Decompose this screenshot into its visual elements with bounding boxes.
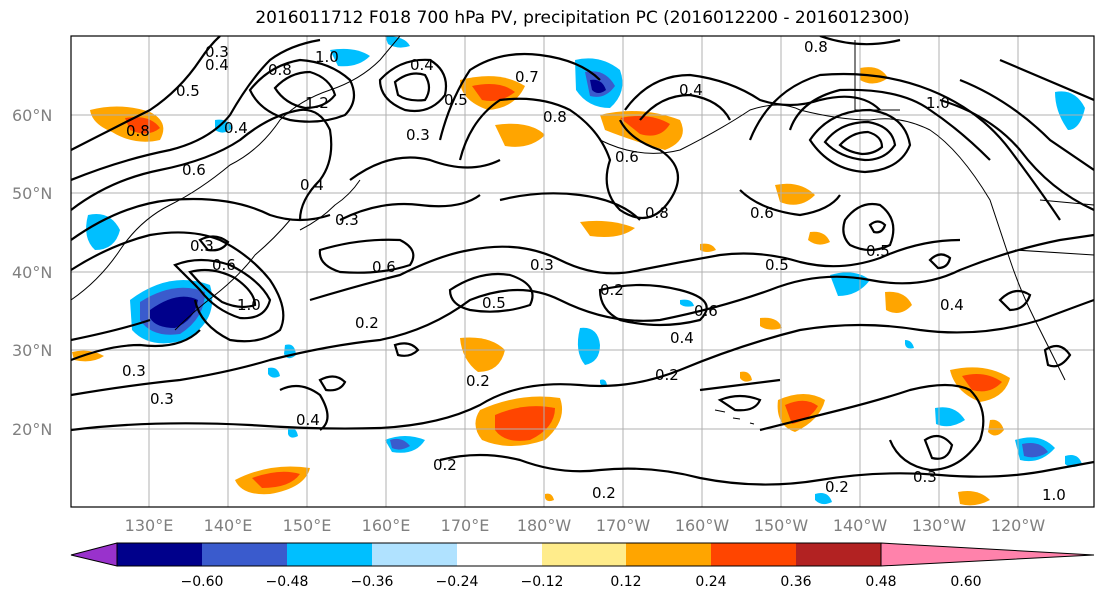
colorbar-segment [542, 543, 626, 566]
colorbar-tick-label: −0.12 [521, 574, 564, 590]
lon-tick-label: 150°W [754, 516, 809, 535]
contour-label: 0.3 [406, 126, 430, 144]
contour-label: 0.4 [224, 119, 248, 137]
contour-label: 0.6 [372, 258, 396, 276]
contour-label: 0.2 [825, 478, 849, 496]
contour-label: 0.4 [300, 176, 324, 194]
colorbar-segment [626, 543, 711, 566]
contour-label: 0.3 [122, 362, 146, 380]
pv-contours [71, 36, 1094, 486]
colorbar-segment [796, 543, 881, 566]
colorbar-outline [116, 542, 882, 567]
contour-label: 0.2 [355, 314, 379, 332]
colorbar-segment [202, 543, 287, 566]
contour-label: 0.6 [212, 256, 236, 274]
colorbar-tick-label: 0.48 [865, 574, 896, 590]
contour-label: 0.3 [190, 237, 214, 255]
contour-label: 0.6 [182, 161, 206, 179]
lat-tick-labels: 60°N 50°N 40°N 30°N 20°N [12, 106, 52, 439]
contour-label-group: 0.3 0.4 0.5 0.8 1.0 0.4 1.2 0.4 0.3 0.5 … [122, 38, 1066, 504]
contour-label: 0.4 [296, 411, 320, 429]
lon-tick-label: 180°W [517, 516, 572, 535]
colorbar-extend-min [70, 542, 118, 567]
contour-label: 0.6 [694, 302, 718, 320]
contour-label: 0.2 [433, 456, 457, 474]
lat-tick-label: 40°N [12, 263, 52, 282]
contour-label: 0.4 [670, 329, 694, 347]
contour-label: 1.2 [305, 94, 329, 112]
contour-label: 0.5 [866, 242, 890, 260]
colorbar-extend-max [880, 542, 1095, 567]
colorbar-tick-label: −0.60 [181, 574, 224, 590]
lon-tick-label: 130°E [125, 516, 174, 535]
lat-tick-label: 50°N [12, 184, 52, 203]
lon-tick-label: 150°E [283, 516, 332, 535]
contour-label: 0.8 [804, 38, 828, 56]
colorbar-tick-label: 0.12 [610, 574, 641, 590]
map-frame [70, 35, 1095, 508]
contour-label: 0.4 [679, 81, 703, 99]
colorbar-tick-label: −0.24 [436, 574, 479, 590]
lat-tick-label: 30°N [12, 341, 52, 360]
lon-tick-label: 140°E [204, 516, 253, 535]
colorbar-tick-label: −0.36 [351, 574, 394, 590]
contour-label: 0.3 [530, 256, 554, 274]
colorbar-segment [287, 543, 372, 566]
contour-label: 0.6 [750, 204, 774, 222]
contour-label: 0.3 [205, 43, 229, 61]
lon-tick-label: 130°W [912, 516, 967, 535]
colorbar-tick-label: −0.48 [266, 574, 309, 590]
contour-label: 1.0 [926, 94, 950, 112]
contour-label: 0.7 [515, 68, 539, 86]
contour-label: 0.5 [482, 294, 506, 312]
contour-label: 1.0 [237, 296, 261, 314]
contour-label: 0.4 [410, 56, 434, 74]
colorbar-segment [711, 543, 796, 566]
colorbar-segment [117, 543, 202, 566]
contour-label: 0.3 [150, 390, 174, 408]
lat-tick-label: 20°N [12, 420, 52, 439]
colorbar-tick-label: 0.36 [780, 574, 811, 590]
lon-tick-label: 120°W [991, 516, 1046, 535]
contour-label: 0.5 [176, 82, 200, 100]
lon-tick-label: 140°W [833, 516, 888, 535]
lat-tick-label: 60°N [12, 106, 52, 125]
contour-label: 0.8 [126, 122, 150, 140]
contour-label: 0.6 [615, 148, 639, 166]
colorbar-tick-label: 0.60 [950, 574, 981, 590]
lon-tick-label: 160°E [362, 516, 411, 535]
contour-label: 0.5 [765, 256, 789, 274]
contour-label: 0.8 [645, 204, 669, 222]
contour-label: 0.4 [205, 56, 229, 74]
contour-label: 1.0 [1042, 486, 1066, 504]
page-title: 2016011712 F018 700 hPa PV, precipitatio… [255, 8, 910, 28]
colorbar: −0.60 −0.48 −0.36 −0.24 −0.12 0.12 0.24 … [70, 542, 1095, 590]
lon-tick-label: 160°W [675, 516, 730, 535]
lon-tick-labels: 130°E 140°E 150°E 160°E 170°E 180°W 170°… [125, 516, 1046, 535]
contour-label: 0.5 [444, 91, 468, 109]
lon-tick-label: 170°E [441, 516, 490, 535]
colorbar-segment [372, 543, 457, 566]
contour-label: 0.2 [600, 281, 624, 299]
contour-label: 0.2 [466, 372, 490, 390]
colorbar-segment [457, 543, 542, 566]
contour-label: 0.8 [543, 108, 567, 126]
contour-label: 0.2 [655, 366, 679, 384]
contour-label: 0.3 [913, 468, 937, 486]
contour-label: 0.8 [268, 61, 292, 79]
colorbar-tick-label: 0.24 [695, 574, 726, 590]
contour-label: 0.3 [335, 211, 359, 229]
contour-label: 0.2 [592, 484, 616, 502]
contour-label: 0.4 [940, 296, 964, 314]
contour-label: 1.0 [315, 48, 339, 66]
lon-tick-label: 170°W [596, 516, 651, 535]
